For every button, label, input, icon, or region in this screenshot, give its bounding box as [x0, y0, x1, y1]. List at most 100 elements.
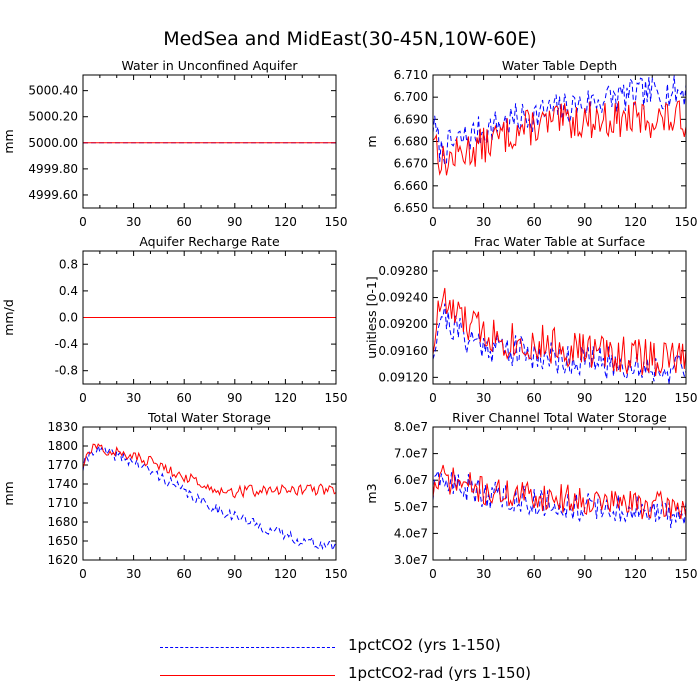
panel-title: Aquifer Recharge Rate — [139, 234, 280, 249]
x-tick-label: 120 — [274, 391, 297, 405]
x-tick-label: 0 — [429, 567, 437, 581]
y-tick-label: 4999.80 — [28, 162, 78, 176]
y-tick-label: 8.0e7 — [394, 420, 428, 434]
y-tick-label: 1620 — [47, 553, 78, 567]
legend-item-1pctco2-rad: 1pctCO2-rad (yrs 1-150) — [160, 664, 560, 692]
x-tick-label: 60 — [177, 391, 192, 405]
y-tick-label: 6.0e7 — [394, 473, 428, 487]
series-line-1pctco2-rad — [432, 287, 687, 377]
x-tick-label: 0 — [79, 215, 87, 229]
y-tick-label: -0.4 — [55, 337, 78, 351]
y-tick-label: 1710 — [47, 496, 78, 510]
y-tick-label: 5.0e7 — [394, 500, 428, 514]
x-tick-label: 150 — [675, 567, 698, 581]
x-tick-label: 30 — [476, 215, 491, 229]
x-tick-label: 90 — [577, 567, 592, 581]
y-axis-label: mm — [1, 481, 16, 505]
x-tick-label: 60 — [177, 215, 192, 229]
x-tick-label: 90 — [227, 391, 242, 405]
plot-frame — [82, 250, 337, 385]
plot-frame — [82, 74, 337, 209]
legend-item-1pctco2: 1pctCO2 (yrs 1-150) — [160, 636, 560, 664]
x-tick-label: 90 — [227, 215, 242, 229]
x-tick-label: 120 — [274, 215, 297, 229]
y-tick-label: 0.09240 — [378, 291, 428, 305]
y-tick-label: 0.09280 — [378, 264, 428, 278]
y-tick-label: 0.8 — [59, 257, 78, 271]
y-tick-label: 0.0 — [59, 311, 78, 325]
legend: 1pctCO2 (yrs 1-150) 1pctCO2-rad (yrs 1-1… — [160, 636, 560, 692]
x-tick-label: 0 — [79, 567, 87, 581]
y-axis-label: m3 — [364, 483, 379, 503]
y-tick-label: 1800 — [47, 439, 78, 453]
y-tick-label: 6.710 — [394, 68, 428, 82]
y-tick-label: 7.0e7 — [394, 447, 428, 461]
plot-frame — [432, 426, 687, 561]
x-tick-label: 30 — [126, 391, 141, 405]
y-tick-label: 3.0e7 — [394, 553, 428, 567]
y-tick-label: 6.690 — [394, 112, 428, 126]
plot-frame — [82, 426, 337, 561]
y-tick-label: 0.4 — [59, 284, 78, 298]
series-line-1pctco2-rad — [432, 464, 687, 520]
x-tick-label: 90 — [227, 567, 242, 581]
y-tick-label: 5000.20 — [28, 110, 78, 124]
y-tick-label: 1830 — [47, 420, 78, 434]
x-tick-label: 90 — [577, 391, 592, 405]
panel-title: River Channel Total Water Storage — [452, 410, 667, 425]
y-axis-label: mm/d — [1, 299, 16, 336]
x-tick-label: 30 — [126, 215, 141, 229]
y-tick-label: 6.670 — [394, 157, 428, 171]
chart-panel-3: Aquifer Recharge Rate mm/d 0 30 60 90 120 150 0.… — [1, 234, 347, 405]
y-tick-label: 1650 — [47, 534, 78, 548]
panel-title: Frac Water Table at Surface — [474, 234, 646, 249]
chart-panel-1: Water in Unconfined Aquifer mm 0 30 60 90 120 1… — [1, 58, 347, 229]
x-tick-label: 90 — [577, 215, 592, 229]
y-axis-label: unitless [0-1] — [364, 276, 379, 359]
series-line-1pctco2-rad — [82, 443, 337, 499]
y-axis-label: mm — [1, 129, 16, 153]
x-tick-label: 150 — [325, 391, 348, 405]
plot-frame — [432, 74, 687, 209]
panel-title: Water Table Depth — [502, 58, 617, 73]
y-tick-label: 5000.00 — [28, 136, 78, 150]
series-line-1pctco2 — [432, 75, 687, 166]
x-tick-label: 30 — [476, 391, 491, 405]
x-tick-label: 60 — [527, 215, 542, 229]
y-tick-label: 0.09120 — [378, 370, 428, 384]
y-tick-label: 6.650 — [394, 201, 428, 215]
chart-panel-5: Total Water Storage mm 0 30 60 90 120 150 1830 18… — [1, 410, 347, 581]
plot-frame — [432, 250, 687, 385]
chart-panel-6: River Channel Total Water Storage m3 0 30 60… — [364, 410, 697, 581]
x-tick-label: 120 — [624, 391, 647, 405]
y-tick-label: 4999.60 — [28, 188, 78, 202]
chart-panel-4: Frac Water Table at Surface unitless [0-1… — [364, 234, 697, 405]
x-tick-label: 150 — [675, 215, 698, 229]
y-tick-label: -0.8 — [55, 364, 78, 378]
series-line-1pctco2 — [82, 443, 337, 553]
x-tick-label: 60 — [177, 567, 192, 581]
y-tick-label: 6.700 — [394, 90, 428, 104]
y-tick-label: 6.660 — [394, 179, 428, 193]
series-line-1pctco2-rad — [432, 100, 687, 176]
x-tick-label: 30 — [476, 567, 491, 581]
x-tick-label: 150 — [325, 215, 348, 229]
x-tick-label: 150 — [675, 391, 698, 405]
x-tick-label: 30 — [126, 567, 141, 581]
x-tick-label: 120 — [274, 567, 297, 581]
y-tick-label: 6.680 — [394, 135, 428, 149]
x-tick-label: 60 — [527, 567, 542, 581]
y-axis-label: m — [364, 135, 379, 147]
y-tick-label: 1740 — [47, 477, 78, 491]
x-tick-label: 60 — [527, 391, 542, 405]
legend-dashed-swatch — [160, 647, 335, 648]
y-tick-label: 5000.40 — [28, 84, 78, 98]
x-tick-label: 0 — [429, 391, 437, 405]
page-title: MedSea and MidEast(30-45N,10W-60E) — [163, 28, 537, 50]
x-tick-label: 120 — [624, 567, 647, 581]
y-tick-label: 1770 — [47, 458, 78, 472]
x-tick-label: 0 — [79, 391, 87, 405]
x-tick-label: 150 — [325, 567, 348, 581]
legend-label-1pctco2-rad: 1pctCO2-rad (yrs 1-150) — [348, 664, 531, 682]
